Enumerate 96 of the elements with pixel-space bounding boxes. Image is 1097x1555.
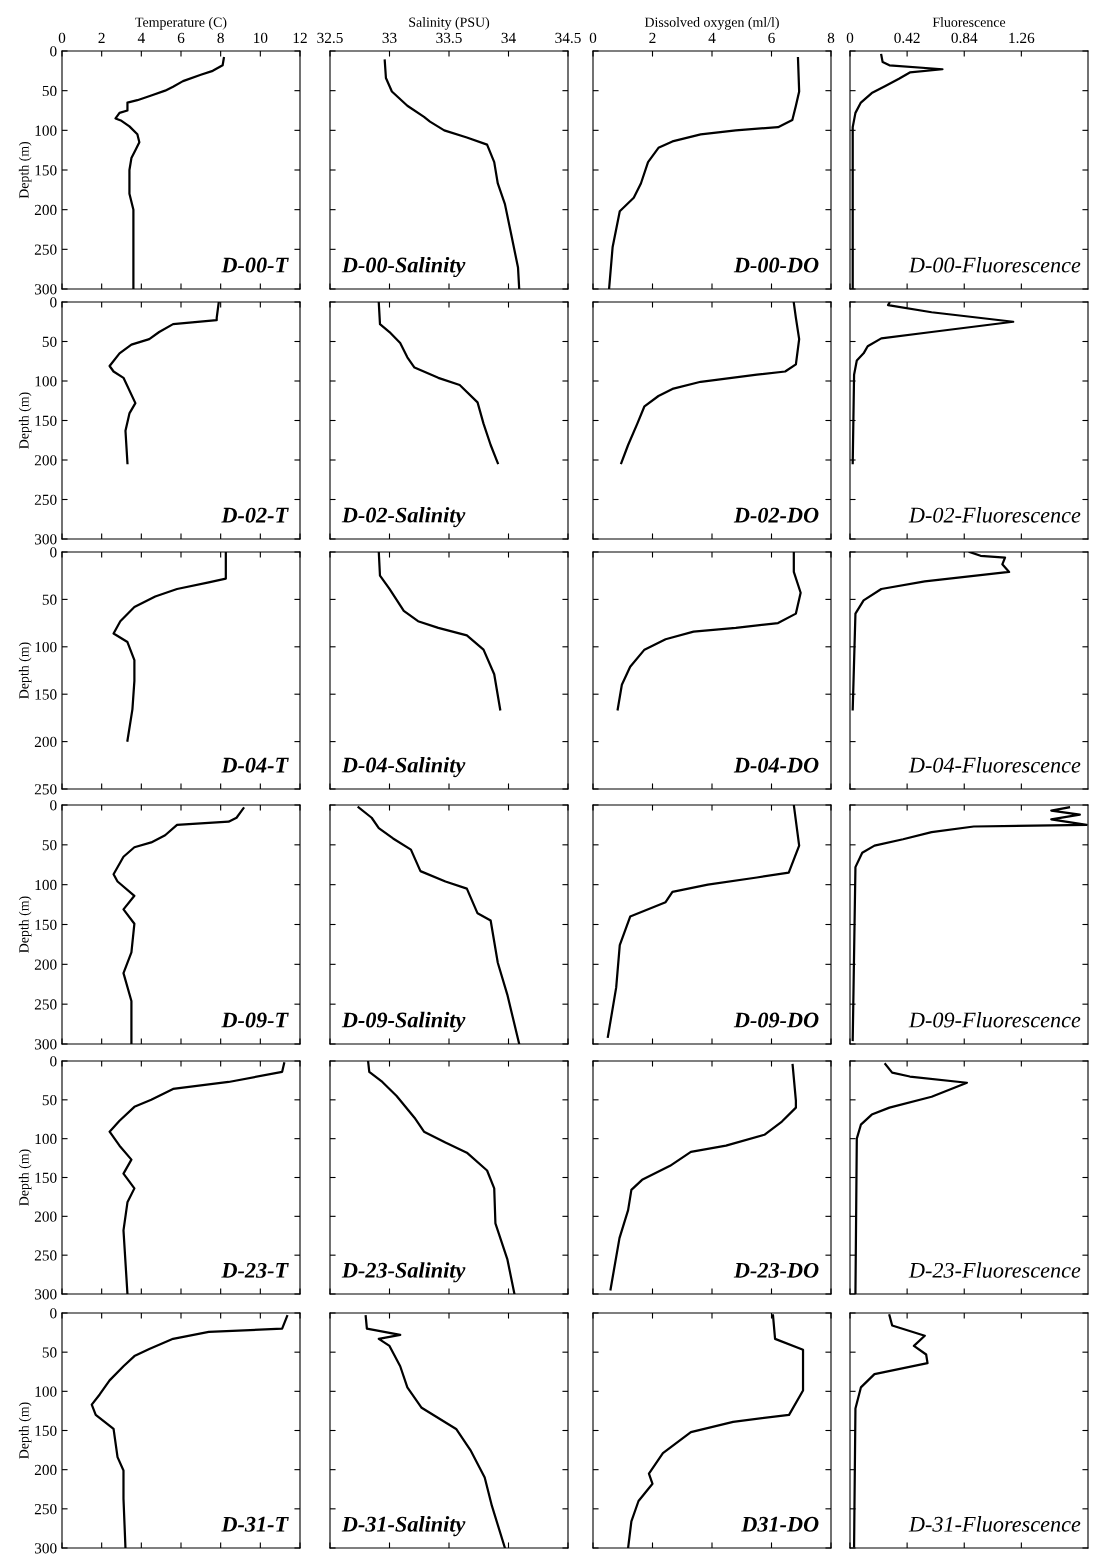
annotation: D-31-Salinity <box>341 1516 466 1537</box>
x-tick-label: 1.26 <box>1009 32 1035 44</box>
annotation: D-02-Fluorescence <box>908 507 1081 523</box>
y-tick-label: 150 <box>35 415 57 426</box>
y-tick-label: 50 <box>42 839 57 851</box>
y-tick-label: 200 <box>34 736 57 748</box>
y-tick-label: 100 <box>35 125 57 136</box>
annotation: D-31-Fluorescence <box>908 1516 1081 1532</box>
x-tick-label: 4 <box>708 32 716 43</box>
annotation: D-09-DO <box>733 1012 819 1028</box>
y-tick-label: 250 <box>34 494 57 505</box>
x-axis-title: Temperature (C) <box>135 17 227 30</box>
y-tick-label: 50 <box>42 336 57 347</box>
y-tick-label: 250 <box>34 244 57 255</box>
y-tick-label: 50 <box>42 85 57 97</box>
x-tick-label: 0 <box>58 32 66 44</box>
x-tick-label: 0 <box>589 32 597 44</box>
y-tick-label: 150 <box>35 165 57 176</box>
annotation: D-04-Fluorescence <box>908 757 1081 773</box>
x-axis-title: Salinity (PSU) <box>409 17 490 30</box>
y-tick-label: 200 <box>34 959 57 970</box>
x-tick-label: 12 <box>293 32 307 43</box>
y-tick-label: 150 <box>35 1425 57 1436</box>
y-tick-label: 250 <box>34 1503 57 1515</box>
annotation: D-00-Fluorescence <box>908 256 1081 273</box>
annotation: D-23-T <box>221 1262 289 1278</box>
y-axis-title: Depth (m) <box>18 896 32 953</box>
y-tick-label: 150 <box>35 689 57 700</box>
annotation: D-09-T <box>221 1012 289 1028</box>
y-tick-label: 200 <box>34 1211 57 1222</box>
y-axis-title: Depth (m) <box>18 1402 32 1459</box>
annotation: D-00-Salinity <box>341 256 466 278</box>
y-tick-label: 150 <box>35 1172 57 1183</box>
y-tick-label: 100 <box>35 376 57 387</box>
y-axis-title: Depth (m) <box>18 141 32 199</box>
y-tick-label: 300 <box>34 1289 57 1300</box>
y-tick-label: 250 <box>34 1250 57 1261</box>
y-tick-label: 300 <box>34 534 57 545</box>
x-tick-label: 2 <box>98 32 105 43</box>
x-axis-title: Fluorescence <box>932 17 1006 27</box>
x-tick-label: 4 <box>137 32 145 43</box>
y-tick-label: 200 <box>34 455 57 466</box>
y-tick-label: 200 <box>34 204 57 216</box>
y-axis-title: Depth (m) <box>18 642 32 699</box>
x-tick-label: 2 <box>649 32 656 43</box>
x-tick-label: 0.84 <box>951 32 978 44</box>
annotation: D-09-Salinity <box>341 1011 466 1033</box>
x-tick-label: 10 <box>254 32 268 44</box>
y-tick-label: 50 <box>42 594 57 605</box>
y-tick-label: 0 <box>50 547 57 558</box>
annotation: D-02-T <box>221 507 289 523</box>
y-tick-label: 200 <box>34 1464 57 1476</box>
x-tick-label: 6 <box>768 32 775 44</box>
y-tick-label: 50 <box>42 1347 57 1358</box>
annotation: D-23-DO <box>733 1262 819 1278</box>
annotation: D-04-Salinity <box>341 756 466 778</box>
y-tick-label: 300 <box>34 1543 57 1554</box>
annotation: D31-DO <box>741 1516 819 1532</box>
y-tick-label: 0 <box>50 1308 57 1319</box>
annotation: D-23-Fluorescence <box>908 1262 1081 1278</box>
x-tick-label: 34 <box>501 32 516 44</box>
y-axis-title: Depth (m) <box>18 1149 32 1206</box>
annotation: D-00-DO <box>733 257 819 273</box>
y-tick-label: 100 <box>35 1386 57 1397</box>
y-tick-label: 100 <box>35 641 57 653</box>
x-tick-label: 8 <box>827 32 835 44</box>
y-tick-label: 100 <box>35 879 57 891</box>
y-tick-label: 0 <box>50 297 57 308</box>
y-tick-label: 0 <box>50 1056 57 1067</box>
annotation: D-04-DO <box>733 757 819 773</box>
y-tick-label: 0 <box>50 800 57 811</box>
x-tick-label: 32.5 <box>317 32 343 44</box>
x-tick-label: 34.5 <box>555 32 581 44</box>
annotation: D-23-Salinity <box>341 1262 466 1283</box>
annotation: D-31-T <box>221 1516 289 1532</box>
x-tick-label: 33 <box>382 32 397 44</box>
y-tick-label: 50 <box>42 1094 57 1106</box>
annotation: D-00-T <box>221 257 289 273</box>
y-tick-label: 150 <box>35 919 57 930</box>
x-tick-label: 8 <box>217 32 224 44</box>
y-tick-label: 250 <box>34 999 57 1010</box>
annotation: D-04-T <box>221 757 289 773</box>
x-tick-label: 33.5 <box>436 32 462 44</box>
annotation: D-02-DO <box>733 507 819 523</box>
x-tick-label: 0.42 <box>894 32 920 44</box>
y-axis-title: Depth (m) <box>18 392 32 449</box>
x-tick-label: 6 <box>177 32 185 44</box>
y-tick-label: 250 <box>34 784 57 795</box>
y-tick-label: 100 <box>35 1133 57 1145</box>
annotation: D-02-Salinity <box>341 506 466 528</box>
y-tick-label: 300 <box>34 284 57 295</box>
y-tick-label: 0 <box>50 46 57 57</box>
x-axis-title: Dissolved oxygen (ml/l) <box>644 17 779 30</box>
annotation: D-09-Fluorescence <box>908 1011 1081 1028</box>
x-tick-label: 0 <box>846 32 854 44</box>
y-tick-label: 300 <box>34 1039 57 1050</box>
